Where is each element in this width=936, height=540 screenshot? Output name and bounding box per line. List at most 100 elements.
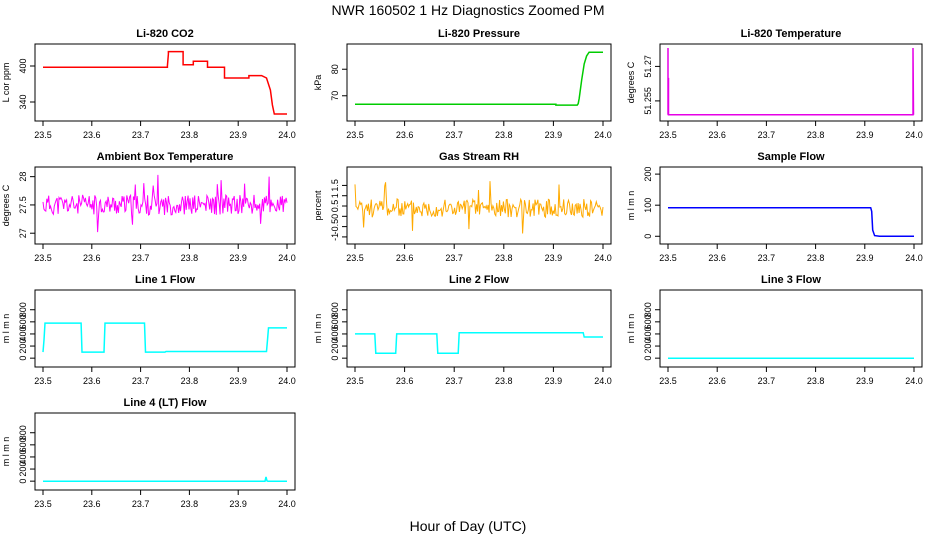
y-tick-label: 400: [643, 326, 653, 341]
x-tick-label: 23.6: [708, 253, 726, 263]
y-tick-label: 800: [643, 302, 653, 317]
data-series: [43, 50, 287, 115]
plot-frame: [659, 43, 923, 122]
x-tick-label: 23.8: [807, 253, 825, 263]
y-tick-label: 1.5: [330, 179, 340, 192]
plot-frame: [659, 166, 923, 245]
y-tick-label: 600: [18, 437, 28, 452]
x-tick-label: 23.9: [545, 130, 563, 140]
data-series: [42, 174, 288, 233]
y-tick-label: 51.27: [643, 55, 653, 78]
y-tick-label: 200: [18, 339, 28, 354]
y-axis-label: kPa: [313, 75, 323, 91]
panel-10: Line 4 (LT) Flow 23.5 23.6 23.7 23.8 23.9 24.0…: [1, 397, 296, 509]
x-tick-label: 23.5: [346, 253, 364, 263]
y-tick-label: 28: [18, 172, 28, 182]
y-tick-label: -0.5: [330, 219, 340, 235]
y-axis-label: degrees C: [1, 184, 11, 226]
plot-frame: [346, 43, 612, 122]
y-tick-label: 400: [330, 326, 340, 341]
y-tick-label: 600: [330, 314, 340, 329]
x-tick-label: 23.7: [445, 253, 463, 263]
panel-4: Ambient Box Temperature 23.5 23.6 23.7 23.8 2…: [1, 151, 296, 263]
panel-3: Li-820 Temperature 23.5 23.6 23.7 23.8 23.9 24…: [626, 28, 923, 140]
y-tick-label: 0: [330, 214, 340, 219]
x-tick-label: 23.9: [229, 499, 247, 509]
x-tick-label: 24.0: [905, 253, 923, 263]
panel-6: Sample Flow 23.5 23.6 23.7 23.8 23.9 24.0 0 100 2…: [626, 151, 923, 263]
x-tick-label: 23.7: [758, 376, 776, 386]
y-tick-label: 340: [18, 94, 28, 109]
x-tick-label: 24.0: [905, 130, 923, 140]
x-tick-label: 23.7: [132, 253, 150, 263]
y-tick-label: 800: [18, 425, 28, 440]
x-tick-label: 23.5: [659, 376, 677, 386]
x-tick-label: 23.6: [83, 253, 101, 263]
x-tick-label: 24.0: [905, 376, 923, 386]
x-tick-label: 23.9: [229, 130, 247, 140]
x-tick-label: 24.0: [594, 376, 612, 386]
plot-frame: [34, 289, 296, 368]
x-tick-label: 23.8: [181, 376, 199, 386]
data-series: [42, 322, 287, 353]
x-tick-label: 23.5: [34, 130, 52, 140]
x-tick-label: 23.5: [659, 253, 677, 263]
panel-9: Line 3 Flow 23.5 23.6 23.7 23.8 23.9 24.0 0 2004…: [626, 274, 923, 386]
x-axis-label: Hour of Day (UTC): [410, 518, 527, 534]
y-tick-label: 200: [643, 339, 653, 354]
y-tick-label: 600: [18, 314, 28, 329]
figure-title: NWR 160502 1 Hz Diagnostics Zoomed PM: [331, 2, 604, 18]
y-tick-label: 400: [18, 326, 28, 341]
x-tick-label: 23.5: [34, 376, 52, 386]
x-tick-label: 23.9: [229, 376, 247, 386]
panel-title: Ambient Box Temperature: [97, 151, 234, 163]
x-tick-label: 23.7: [132, 376, 150, 386]
y-tick-label: 800: [330, 302, 340, 317]
data-series: [667, 47, 915, 116]
x-tick-label: 23.5: [34, 253, 52, 263]
y-axis-label: m l m n: [313, 314, 323, 344]
plot-frame: [34, 166, 296, 245]
y-axis-label: L cor ppm: [1, 63, 11, 103]
y-tick-label: 0: [330, 356, 340, 361]
y-tick-label: 51.255: [643, 87, 653, 115]
x-tick-label: 23.9: [856, 376, 874, 386]
y-tick-label: 200: [18, 462, 28, 477]
x-tick-label: 23.7: [132, 499, 150, 509]
x-tick-label: 23.6: [708, 376, 726, 386]
x-tick-label: 23.6: [83, 130, 101, 140]
plot-frame: [659, 289, 923, 368]
plot-frame: [346, 289, 612, 368]
x-tick-label: 23.9: [229, 253, 247, 263]
panel-2: Li-820 Pressure 23.5 23.6 23.7 23.8 23.9 24.0 7…: [313, 28, 612, 140]
x-tick-label: 23.8: [495, 376, 513, 386]
plot-frame: [34, 412, 296, 491]
y-axis-label: m l m n: [1, 437, 11, 467]
panel-7: Line 1 Flow 23.5 23.6 23.7 23.8 23.9 24.0 0 2004…: [1, 274, 296, 386]
panel-title: Li-820 CO2: [136, 28, 193, 40]
y-axis-label: m l m n: [1, 314, 11, 344]
y-tick-label: -1: [330, 233, 340, 241]
panel-title: Line 3 Flow: [761, 274, 821, 286]
y-tick-label: 100: [643, 198, 653, 213]
x-tick-label: 23.9: [856, 130, 874, 140]
x-tick-label: 23.7: [132, 130, 150, 140]
plot-frame: [34, 43, 296, 122]
x-tick-label: 23.6: [83, 499, 101, 509]
x-tick-label: 23.8: [495, 130, 513, 140]
y-tick-label: 0.5: [330, 200, 340, 213]
x-tick-label: 23.6: [83, 376, 101, 386]
panel-title: Gas Stream RH: [439, 151, 519, 163]
x-tick-label: 23.7: [758, 130, 776, 140]
x-tick-label: 23.8: [495, 253, 513, 263]
y-tick-label: 1: [330, 193, 340, 198]
x-tick-label: 23.6: [396, 253, 414, 263]
y-tick-label: 200: [643, 167, 653, 182]
y-tick-label: 0: [18, 479, 28, 484]
y-axis-label: percent: [313, 190, 323, 221]
x-tick-label: 23.8: [807, 376, 825, 386]
x-tick-label: 24.0: [278, 253, 296, 263]
x-tick-label: 23.5: [659, 130, 677, 140]
data-series: [355, 331, 603, 355]
data-series: [355, 51, 603, 106]
